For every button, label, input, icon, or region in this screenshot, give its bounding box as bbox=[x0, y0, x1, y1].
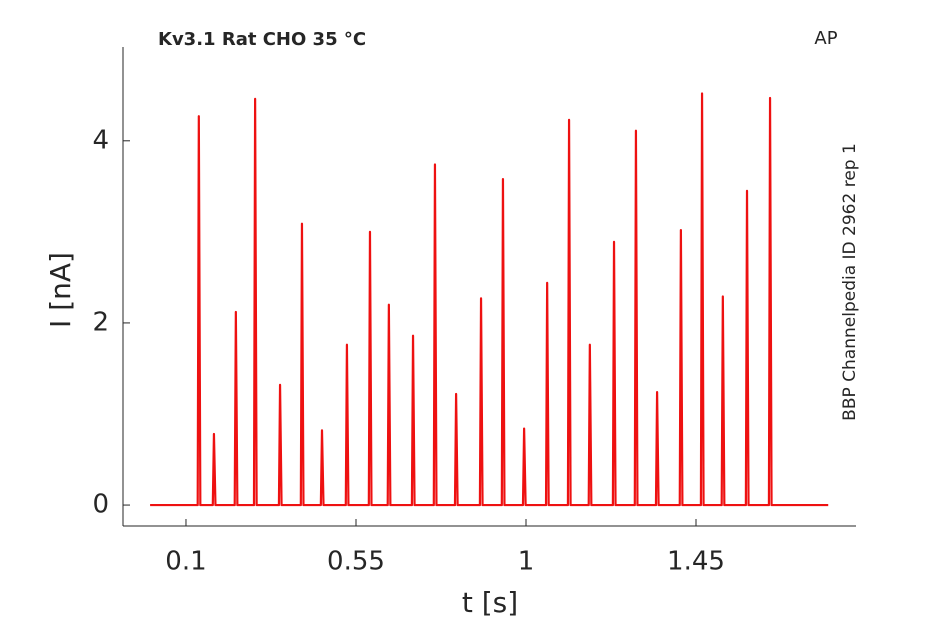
x-tick-label: 0.55 bbox=[327, 547, 385, 577]
x-tick-label: 0.1 bbox=[165, 547, 206, 577]
y-tick-label: 2 bbox=[92, 307, 109, 337]
x-axis-label: t [s] bbox=[462, 586, 518, 619]
side-label: BBP Channelpedia ID 2962 rep 1 bbox=[840, 143, 860, 421]
annotation: AP bbox=[814, 28, 837, 49]
chart-title: Kv3.1 Rat CHO 35 °C bbox=[158, 29, 366, 50]
y-tick-label: 4 bbox=[92, 125, 109, 155]
trace bbox=[150, 92, 829, 507]
y-tick-label: 0 bbox=[92, 490, 109, 520]
x-tick-label: 1.45 bbox=[667, 547, 725, 577]
x-tick-label: 1 bbox=[518, 547, 535, 577]
y-axis-label: I [nA] bbox=[44, 252, 77, 328]
